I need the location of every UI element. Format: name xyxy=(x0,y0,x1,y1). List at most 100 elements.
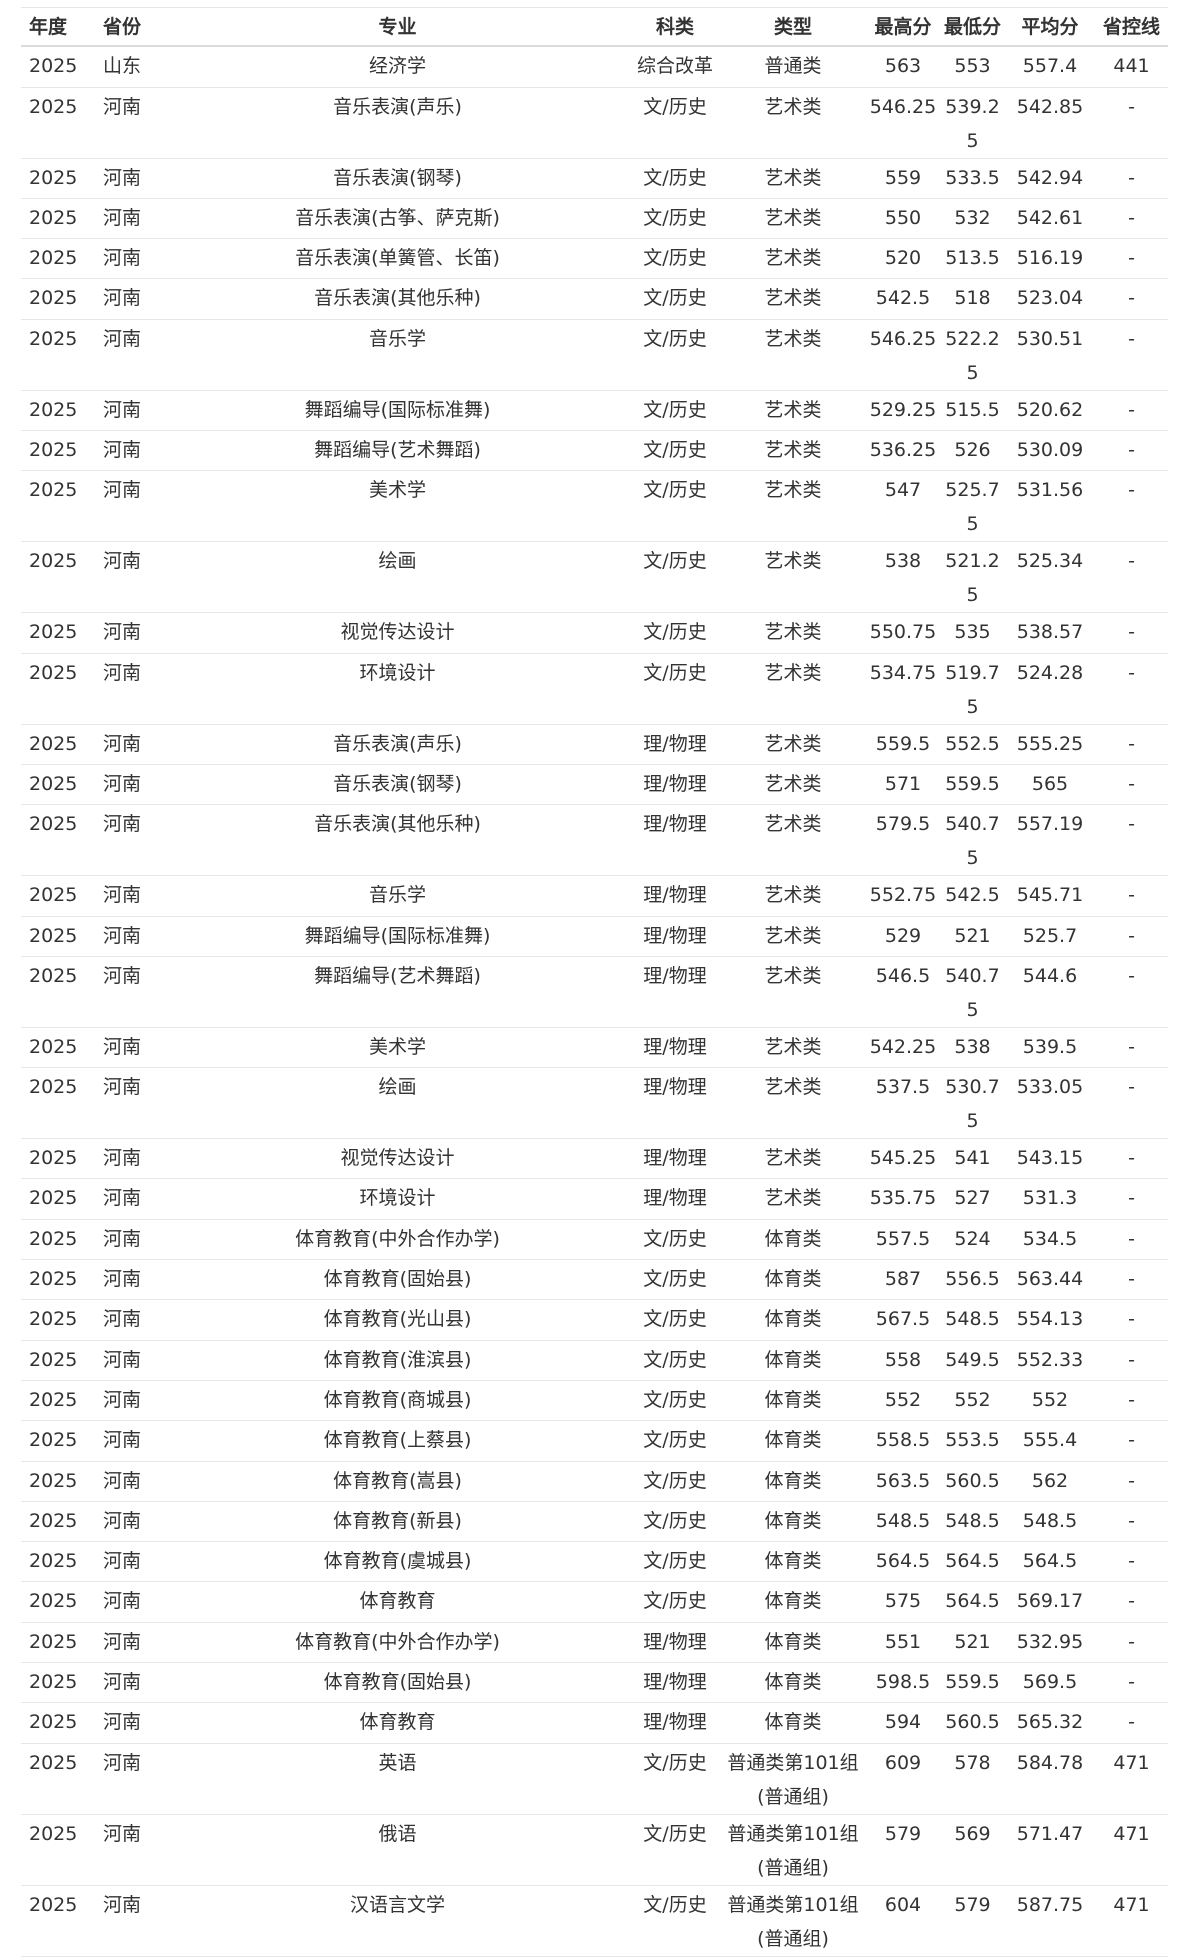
cell-avg-score: 565.32 xyxy=(1016,1711,1084,1734)
cell-subject: 文/历史 xyxy=(643,247,707,270)
cell-avg-score: 552 xyxy=(1031,1388,1069,1411)
cell-category: 艺术类 xyxy=(764,398,822,421)
cell-province: 河南 xyxy=(103,1076,142,1099)
cell-avg-score: 524.28 xyxy=(1016,661,1084,684)
cell-province: 河南 xyxy=(103,287,142,310)
cell-province: 河南 xyxy=(103,206,142,229)
cell-avg-score: 555.4 xyxy=(1022,1429,1078,1452)
cell-year: 2025 xyxy=(29,1893,78,1916)
cell-category: 普通类 xyxy=(764,55,822,78)
cell-control-line: - xyxy=(1128,772,1135,795)
cell-control-line: - xyxy=(1128,1509,1135,1532)
cell-year: 2025 xyxy=(29,327,78,350)
cell-subject: 文/历史 xyxy=(643,479,707,502)
cell-max-score: 548.5 xyxy=(875,1509,931,1532)
cell-subject: 文/历史 xyxy=(643,1227,707,1250)
cell-avg-score: 533.05 xyxy=(1016,1076,1084,1099)
cell-major: 体育教育(固始县) xyxy=(323,1268,472,1291)
table-header-row: 年度 省份 专业 科类 类型 最高分 最低分 平均分 省控线 xyxy=(21,7,1168,47)
cell-province: 河南 xyxy=(103,398,142,421)
cell-province: 河南 xyxy=(103,1590,142,1613)
cell-year: 2025 xyxy=(29,398,78,421)
cell-max-score: 534.75 xyxy=(869,661,937,684)
table-row: 2025 河南 体育教育(淮滨县) 文/历史 体育类 558 549.5 552.33 - xyxy=(21,1340,1168,1381)
cell-max-score: 546.5 xyxy=(875,964,931,987)
cell-category: 艺术类 xyxy=(764,95,822,118)
cell-province: 河南 xyxy=(103,1550,142,1573)
cell-subject: 文/历史 xyxy=(643,95,707,118)
cell-min-score: 532 xyxy=(954,206,991,229)
cell-control-line: - xyxy=(1128,1590,1135,1613)
cell-min-score: 530.75 xyxy=(945,1076,1000,1133)
cell-major: 音乐学 xyxy=(368,327,426,350)
cell-major: 美术学 xyxy=(368,1035,426,1058)
cell-max-score: 546.25 xyxy=(869,95,937,118)
cell-major: 舞蹈编导(艺术舞蹈) xyxy=(314,964,481,987)
cell-control-line: - xyxy=(1128,1711,1135,1734)
cell-subject: 文/历史 xyxy=(643,1893,707,1916)
cell-year: 2025 xyxy=(29,964,78,987)
cell-avg-score: 544.6 xyxy=(1022,964,1078,987)
cell-min-score: 548.5 xyxy=(945,1509,1000,1532)
cell-province: 河南 xyxy=(103,1147,142,1170)
cell-subject: 文/历史 xyxy=(643,661,707,684)
cell-province: 河南 xyxy=(103,813,142,836)
cell-control-line: 471 xyxy=(1113,1751,1150,1774)
table-row: 2025 河南 音乐表演(单簧管、长笛) 文/历史 艺术类 520 513.5 516.19 - xyxy=(21,239,1168,279)
cell-control-line: - xyxy=(1128,1348,1135,1371)
cell-avg-score: 534.5 xyxy=(1022,1227,1078,1250)
cell-control-line: - xyxy=(1128,95,1135,118)
cell-subject: 文/历史 xyxy=(643,1751,707,1774)
cell-category: 艺术类 xyxy=(764,287,822,310)
table-row: 2025 山东 经济学 综合改革 普通类 563 553 557.4 441 xyxy=(21,46,1168,88)
cell-control-line: - xyxy=(1128,1268,1135,1291)
cell-year: 2025 xyxy=(29,1227,78,1250)
cell-category: 艺术类 xyxy=(764,772,822,795)
table-row: 2025 河南 音乐学 文/历史 艺术类 546.25 522.25 530.51 - xyxy=(21,319,1168,391)
cell-avg-score: 525.7 xyxy=(1022,924,1078,947)
cell-major: 体育教育(商城县) xyxy=(323,1388,472,1411)
cell-control-line: - xyxy=(1128,287,1135,310)
table-row: 2025 河南 音乐学 理/物理 艺术类 552.75 542.5 545.71 - xyxy=(21,876,1168,917)
cell-avg-score: 564.5 xyxy=(1022,1550,1078,1573)
cell-major: 环境设计 xyxy=(359,1187,436,1210)
cell-min-score: 564.5 xyxy=(945,1590,1000,1613)
cell-major: 体育教育(淮滨县) xyxy=(323,1348,472,1371)
cell-subject: 理/物理 xyxy=(643,884,707,907)
cell-year: 2025 xyxy=(29,1388,78,1411)
cell-year: 2025 xyxy=(29,1469,78,1492)
cell-major: 音乐表演(其他乐种) xyxy=(314,813,481,836)
cell-max-score: 551 xyxy=(884,1630,922,1653)
cell-avg-score: 542.85 xyxy=(1016,95,1084,118)
table-row: 2025 河南 音乐表演(其他乐种) 理/物理 艺术类 579.5 540.75 557.19… xyxy=(21,805,1168,876)
cell-province: 河南 xyxy=(103,1308,142,1331)
cell-control-line: - xyxy=(1128,1671,1135,1694)
cell-min-score: 549.5 xyxy=(945,1348,1000,1371)
cell-province: 河南 xyxy=(103,964,142,987)
cell-min-score: 519.75 xyxy=(945,661,1000,718)
cell-category: 体育类 xyxy=(764,1308,822,1331)
cell-year: 2025 xyxy=(29,247,78,270)
cell-max-score: 550.75 xyxy=(869,621,937,644)
cell-year: 2025 xyxy=(29,1822,78,1845)
cell-subject: 文/历史 xyxy=(643,1308,707,1331)
cell-year: 2025 xyxy=(29,621,78,644)
cell-max-score: 529.25 xyxy=(869,398,937,421)
cell-min-score: 526 xyxy=(954,439,991,462)
cell-subject: 文/历史 xyxy=(643,398,707,421)
cell-major: 体育教育(上蔡县) xyxy=(323,1429,472,1452)
cell-avg-score: 571.47 xyxy=(1016,1822,1084,1845)
cell-category: 体育类 xyxy=(764,1469,822,1492)
cell-province: 河南 xyxy=(103,95,142,118)
cell-province: 河南 xyxy=(103,166,142,189)
cell-avg-score: 530.51 xyxy=(1016,327,1084,350)
cell-category: 艺术类 xyxy=(764,964,822,987)
cell-max-score: 536.25 xyxy=(869,439,937,462)
table-row: 2025 河南 音乐表演(声乐) 文/历史 艺术类 546.25 539.25 542.85 - xyxy=(21,87,1168,159)
cell-province: 河南 xyxy=(103,772,142,795)
cell-year: 2025 xyxy=(29,1076,78,1099)
cell-min-score: 518 xyxy=(954,287,991,310)
cell-max-score: 542.5 xyxy=(875,287,931,310)
header-subject: 科类 xyxy=(655,15,694,38)
cell-category: 普通类第101组(普通组) xyxy=(727,1751,859,1808)
